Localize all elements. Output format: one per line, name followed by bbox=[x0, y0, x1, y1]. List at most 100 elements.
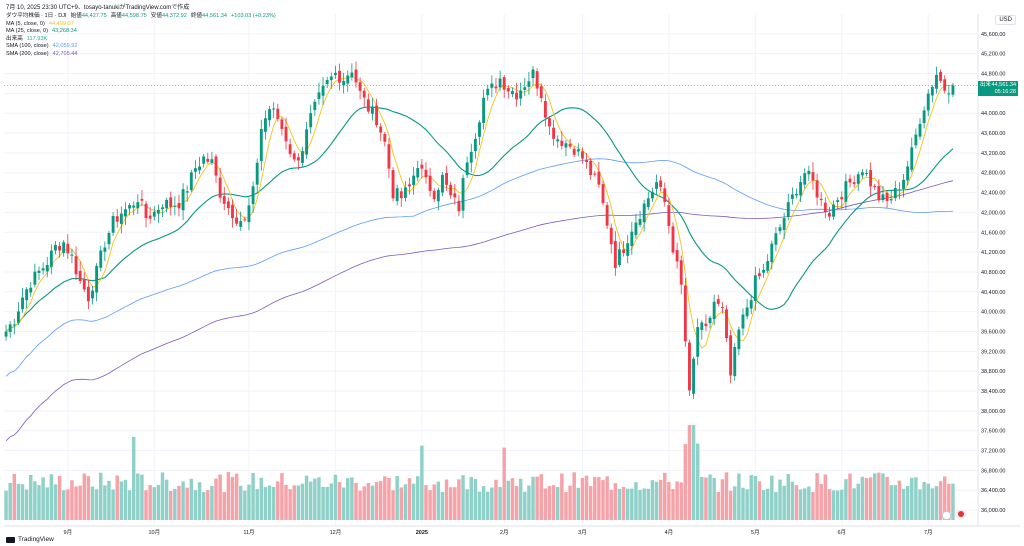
candle-body bbox=[642, 203, 646, 223]
candle-body bbox=[589, 160, 593, 175]
time-tick-label: 3月 bbox=[578, 529, 587, 536]
candle-body bbox=[333, 72, 337, 76]
volume-bar bbox=[66, 489, 70, 520]
indicator-ma25[interactable]: MA (25, close, 0) 43,268.34 bbox=[6, 28, 276, 36]
volume-bar bbox=[716, 491, 721, 520]
volume-bar bbox=[778, 479, 782, 520]
currency-button[interactable]: USD bbox=[995, 15, 1016, 25]
volume-bar bbox=[144, 490, 148, 520]
price-tick-label: 36,000.00 bbox=[981, 508, 1005, 514]
candle-body bbox=[873, 186, 877, 188]
indicator-value: 42,059.92 bbox=[52, 43, 78, 50]
volume-bar bbox=[638, 489, 642, 520]
volume-bar bbox=[910, 477, 914, 520]
candle-body bbox=[910, 147, 914, 170]
volume-bar bbox=[609, 489, 613, 520]
volume-bar bbox=[189, 478, 194, 520]
us-flag-icon bbox=[958, 511, 964, 517]
volume-bar bbox=[675, 481, 679, 520]
volume-bar bbox=[280, 473, 284, 520]
indicator-ma5[interactable]: MA (5, close, 0) 44,499.07 bbox=[6, 21, 276, 29]
volume-bar bbox=[593, 476, 597, 520]
candle-body bbox=[679, 260, 683, 285]
candle-body bbox=[313, 101, 317, 110]
last-price-value: 44,561.34 bbox=[991, 82, 1016, 89]
volume-bar bbox=[33, 481, 37, 520]
timezone-icon[interactable] bbox=[942, 511, 951, 520]
candle-body bbox=[222, 196, 226, 204]
volume-bar bbox=[37, 485, 41, 520]
volume-bar bbox=[259, 477, 264, 520]
indicator-value: 42,705.44 bbox=[52, 50, 78, 57]
volume-bar bbox=[691, 425, 696, 520]
ma5-line bbox=[5, 76, 953, 349]
candle-body bbox=[128, 205, 132, 209]
candle-body bbox=[107, 233, 111, 245]
volume-bar bbox=[350, 477, 354, 520]
indicator-sma200[interactable]: SMA (200, close) 42,705.44 bbox=[6, 51, 276, 59]
volume-bar bbox=[477, 491, 482, 520]
volume-bar bbox=[745, 489, 749, 520]
candle-body bbox=[766, 261, 770, 271]
candle-body bbox=[819, 198, 823, 201]
candle-body bbox=[78, 270, 82, 282]
price-tick-label: 38,800.00 bbox=[981, 369, 1005, 375]
candle-body bbox=[119, 213, 123, 224]
candle-body bbox=[535, 71, 539, 89]
legend: ダウ平均株価 · 1日 · DJI 始値 44,427.75 高値 44,598.7… bbox=[6, 13, 276, 59]
brand-name: TradingView bbox=[18, 536, 54, 543]
tradingview-logo[interactable]: TradingView bbox=[6, 536, 54, 543]
candle-body bbox=[506, 88, 510, 92]
indicator-volume[interactable]: 出来高 117.93K bbox=[6, 36, 276, 44]
volume-bar bbox=[926, 483, 930, 520]
volume-bar bbox=[317, 477, 321, 520]
candle-body bbox=[115, 216, 119, 222]
candle-body bbox=[478, 122, 481, 137]
candle-body bbox=[889, 199, 893, 201]
candle-body bbox=[486, 88, 490, 96]
symbol-name: ダウ平均株価 · 1日 · DJI bbox=[6, 13, 67, 19]
candle-body bbox=[86, 286, 90, 302]
candle-body bbox=[99, 250, 103, 268]
price-tick-label: 45,200.00 bbox=[981, 52, 1005, 58]
volume-bar bbox=[473, 478, 478, 520]
candle-body bbox=[786, 202, 790, 217]
main-series-legend[interactable]: ダウ平均株価 · 1日 · DJI 始値 44,427.75 高値 44,598.7… bbox=[6, 13, 276, 21]
candle-body bbox=[251, 186, 255, 205]
volume-bar bbox=[296, 485, 301, 520]
volume-bar bbox=[852, 488, 856, 520]
indicator-sma100[interactable]: SMA (100, close) 42,059.92 bbox=[6, 43, 276, 51]
time-axis[interactable]: 9月 10月 11月 12月 2025 2月 3月 4月 5月 6月 7月 bbox=[64, 529, 933, 536]
candle-body bbox=[296, 157, 300, 161]
volume-bar bbox=[152, 487, 156, 520]
candle-body bbox=[408, 184, 411, 187]
volume-bar bbox=[53, 484, 58, 520]
candle-body bbox=[284, 126, 288, 142]
volume-bar bbox=[749, 475, 753, 520]
volume-bar bbox=[700, 476, 704, 520]
volume-bar bbox=[86, 476, 91, 520]
volume-bar bbox=[786, 473, 790, 520]
candle-body bbox=[556, 139, 560, 142]
moving-average-lines bbox=[5, 76, 954, 442]
candle-body bbox=[782, 218, 786, 230]
volume-bar bbox=[770, 475, 774, 520]
volume-bar bbox=[835, 490, 840, 520]
volume-bar bbox=[848, 473, 852, 520]
volume-bar bbox=[560, 473, 564, 520]
candle-body bbox=[12, 324, 16, 326]
volume-bar bbox=[803, 488, 807, 520]
candle-body bbox=[16, 311, 20, 323]
indicator-value: 117.93K bbox=[26, 35, 48, 42]
candle-body bbox=[482, 97, 486, 123]
flag-icon[interactable] bbox=[955, 510, 967, 518]
candle-body bbox=[860, 172, 864, 176]
volume-bar bbox=[325, 486, 329, 520]
candle-body bbox=[342, 80, 346, 86]
sma100-line bbox=[5, 158, 953, 377]
price-tick-label: 44,800.00 bbox=[981, 72, 1005, 78]
price-axis[interactable]: 36,000.00 36,400.00 36,800.00 37,200.00 37,6… bbox=[977, 14, 1005, 526]
volume-bar bbox=[160, 472, 165, 520]
